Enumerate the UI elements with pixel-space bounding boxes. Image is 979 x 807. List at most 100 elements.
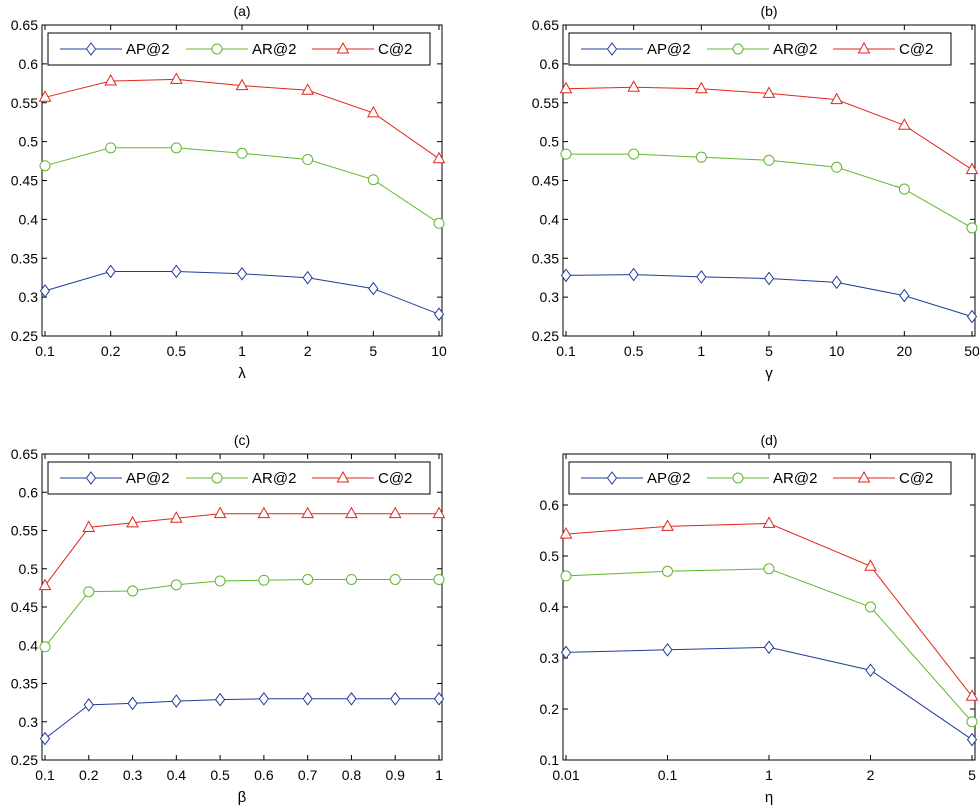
legend-marker-ap2 [606, 42, 618, 56]
data-point-ap2 [127, 696, 138, 711]
x-axis-label: β [238, 789, 247, 806]
y-tick-label: 0.5 [19, 561, 39, 577]
data-point-ap2 [865, 663, 876, 678]
data-point-c2 [965, 689, 979, 701]
legend-label-ap2: AP@2 [126, 470, 170, 487]
legend-marker-c2 [857, 41, 871, 54]
data-point-c2 [897, 118, 911, 130]
y-tick-label: 0.45 [532, 173, 559, 189]
x-axis-label: λ [238, 365, 246, 382]
y-tick-label: 0.45 [11, 599, 38, 615]
axes-frame [41, 453, 443, 761]
data-point-ar2 [865, 601, 876, 613]
x-tick-label: 0.2 [101, 343, 121, 359]
y-tick-label: 0.5 [540, 548, 560, 564]
data-point-c2 [559, 81, 573, 94]
data-point-c2 [169, 511, 183, 523]
data-point-ar2 [560, 148, 572, 160]
data-point-ap2 [433, 307, 445, 322]
y-tick-label: 0.3 [540, 289, 560, 305]
data-point-c2 [965, 162, 979, 175]
data-point-ar2 [302, 154, 314, 166]
data-point-ap2 [39, 731, 51, 746]
data-point-ap2 [171, 694, 182, 708]
x-tick-label: 0.1 [556, 343, 576, 359]
y-tick-label: 0.65 [11, 17, 38, 33]
x-tick-label: 0.2 [79, 767, 99, 783]
data-point-c2 [762, 516, 776, 528]
data-point-ar2 [966, 716, 978, 728]
x-tick-label: 50 [964, 343, 979, 359]
legend-marker-ar2 [211, 472, 223, 484]
data-point-ar2 [367, 174, 379, 186]
subplot-a: (a)0.250.30.350.40.450.50.550.60.650.1 0.… [11, 3, 447, 382]
data-point-ap2 [214, 692, 226, 707]
data-point-c2 [38, 90, 52, 102]
x-tick-label: 2 [867, 767, 875, 783]
legend-label-ap2: AP@2 [126, 41, 170, 58]
data-point-ar2 [433, 217, 445, 229]
data-point-ar2 [105, 142, 117, 154]
data-point-c2 [388, 506, 402, 519]
data-point-ar2 [966, 222, 978, 234]
data-point-ar2 [433, 573, 445, 585]
x-tick-label: 5 [968, 767, 976, 783]
data-point-ap2 [83, 698, 94, 712]
subplot-c: (c) 0.25 0.3 0.35 0.4 0.45 0.5 0.55 0.6 0.65 0.1 0.… [11, 432, 446, 806]
y-tick-label: 0.4 [19, 211, 39, 227]
data-point-ap2 [763, 271, 775, 286]
data-point-ar2 [831, 161, 843, 173]
y-tick-label: 0.25 [11, 752, 38, 768]
data-point-ap2 [662, 643, 673, 657]
x-tick-label: 0.4 [167, 767, 187, 783]
data-point-ar2 [345, 573, 357, 585]
data-point-ap2 [39, 284, 51, 298]
x-tick-label: 10 [829, 343, 845, 359]
data-point-ar2 [389, 573, 401, 585]
y-tick-label: 0.6 [540, 497, 560, 513]
data-point-ar2 [39, 641, 51, 653]
data-point-ap2 [346, 691, 357, 706]
data-point-c2 [694, 81, 708, 94]
x-tick-label: 0.01 [552, 767, 579, 783]
legend-label-c2: C@2 [899, 470, 933, 487]
data-point-c2 [366, 105, 380, 118]
data-point-c2 [864, 559, 877, 571]
data-point-ap2 [628, 267, 639, 282]
legend-label-ar2: AR@2 [252, 470, 296, 487]
data-point-ar2 [763, 154, 775, 166]
data-point-ap2 [390, 691, 401, 706]
data-point-c2 [830, 92, 844, 105]
x-tick-label: 0.5 [210, 767, 230, 783]
series-line-c2 [44, 78, 440, 160]
chart-title: (b) [760, 3, 777, 19]
data-point-c2 [38, 578, 52, 591]
data-point-ap2 [302, 691, 313, 706]
data-point-c2 [762, 86, 776, 98]
legend-label-ar2: AR@2 [252, 41, 296, 58]
legend-marker-ar2 [211, 43, 223, 55]
x-tick-label: 0.8 [342, 767, 362, 783]
x-tick-label: 0.1 [658, 767, 678, 783]
data-point-ap2 [899, 288, 910, 303]
y-tick-label: 0.6 [19, 484, 39, 500]
data-point-ap2 [696, 270, 707, 284]
y-tick-label: 0.5 [540, 134, 560, 150]
y-tick-label: 0.35 [532, 250, 559, 266]
legend-label-ap2: AP@2 [647, 41, 691, 58]
x-tick-label: 2 [304, 343, 312, 359]
data-point-c2 [213, 506, 227, 519]
legend-label-ap2: AP@2 [647, 470, 691, 487]
data-point-ar2 [258, 574, 270, 586]
data-point-ar2 [170, 579, 182, 591]
data-point-c2 [432, 151, 446, 164]
data-point-ar2 [560, 570, 572, 582]
x-tick-label: 5 [369, 343, 377, 359]
y-tick-label: 0.55 [11, 523, 38, 539]
legend-marker-ap2 [606, 471, 618, 485]
data-point-c2 [235, 78, 249, 91]
y-tick-label: 0.6 [540, 56, 560, 72]
data-point-ap2 [966, 732, 978, 747]
chart-title: (d) [760, 432, 777, 448]
